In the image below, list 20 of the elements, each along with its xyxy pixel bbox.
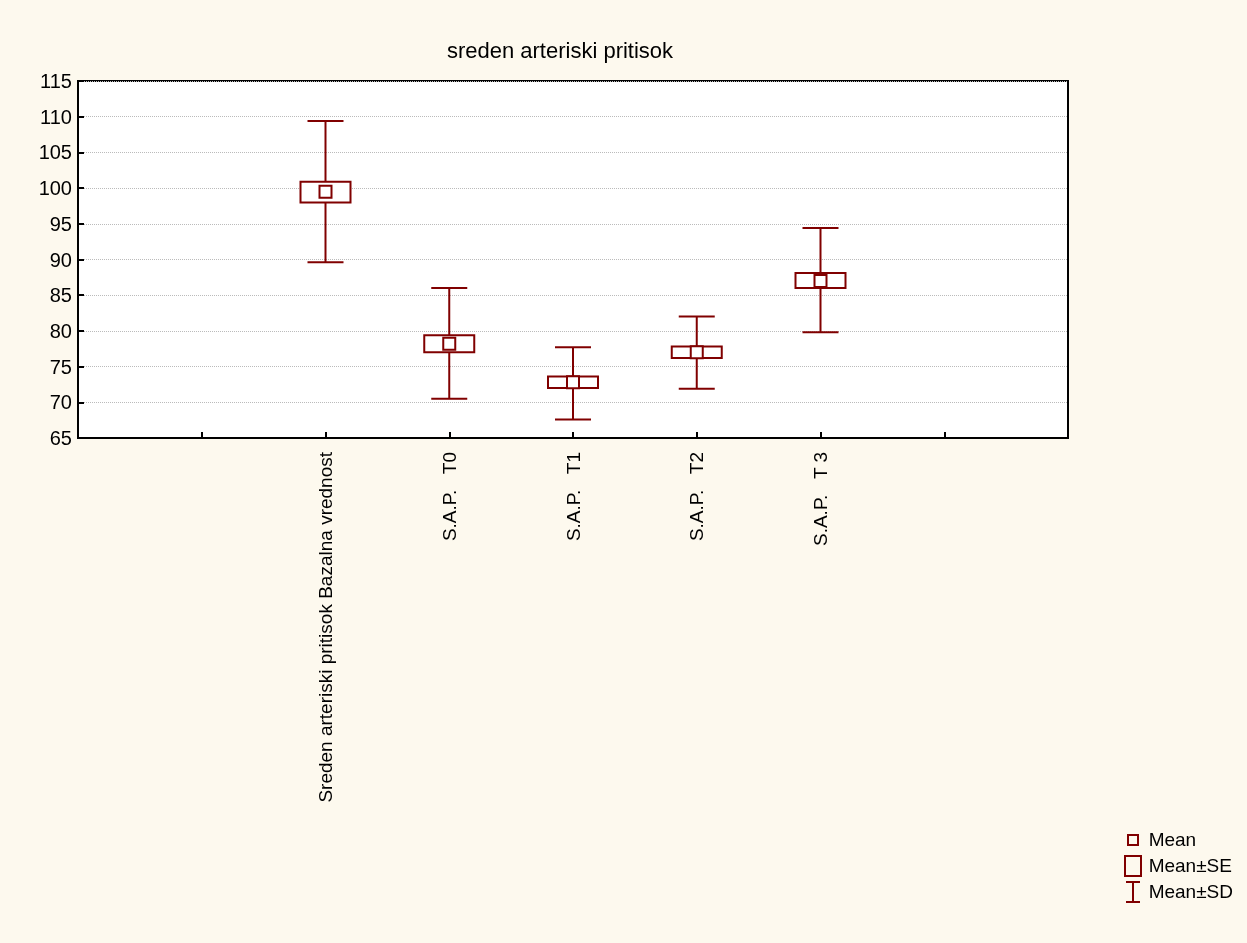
text: Mean — [1148, 829, 1197, 851]
y-tick-label: 110 — [40, 105, 72, 128]
y-tick-label: 105 — [38, 141, 72, 164]
y-tick-label: 85 — [49, 284, 72, 307]
text: Mean±SE — [1148, 855, 1232, 877]
y-tick-label: 65 — [49, 427, 72, 449]
y-tick-label: 100 — [38, 177, 72, 200]
y-tick-label: 80 — [49, 319, 72, 342]
x-tick-label: S.A.P. T2 — [686, 452, 708, 542]
y-tick-label: 75 — [49, 355, 72, 378]
chart-title: sreden arteriski pritisok — [446, 37, 675, 63]
y-tick-label: 95 — [49, 212, 72, 235]
x-tick-label: S.A.P. T1 — [562, 452, 584, 542]
x-tick-label: Sreden arteriski pritisok Bazalna vrednost — [315, 451, 336, 803]
y-tick-label: 90 — [49, 248, 72, 271]
y-tick-label: 70 — [49, 391, 72, 414]
x-tick-label: S.A.P. T 3 — [810, 452, 831, 547]
x-tick-label: S.A.P. T0 — [438, 452, 460, 542]
y-tick-label: 115 — [40, 70, 72, 92]
text: Mean±SD — [1148, 881, 1233, 903]
